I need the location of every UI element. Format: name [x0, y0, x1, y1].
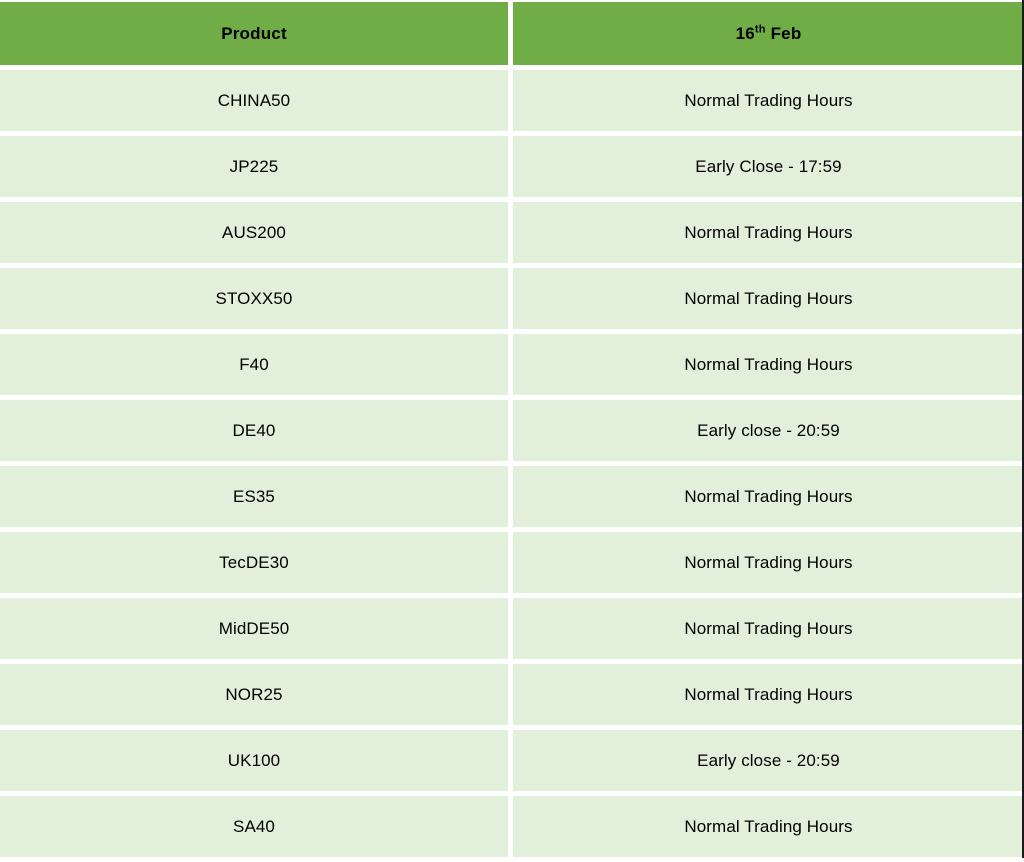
column-header-date-ordinal: th: [754, 22, 766, 35]
table-row: CHINA50 Normal Trading Hours: [0, 70, 1024, 131]
table-row: JP225 Early Close - 17:59: [0, 136, 1024, 197]
cell-product: JP225: [0, 136, 508, 197]
table-row: UK100 Early close - 20:59: [0, 730, 1024, 791]
column-header-date-number: 16: [735, 23, 755, 43]
cell-product: TecDE30: [0, 532, 508, 593]
cell-status: Normal Trading Hours: [513, 268, 1024, 329]
table-row: AUS200 Normal Trading Hours: [0, 202, 1024, 263]
cell-product: F40: [0, 334, 508, 395]
cell-product: AUS200: [0, 202, 508, 263]
cell-product: STOXX50: [0, 268, 508, 329]
table-header-row: Product 16th Feb: [0, 2, 1024, 65]
cell-status: Normal Trading Hours: [513, 466, 1024, 527]
table-row: TecDE30 Normal Trading Hours: [0, 532, 1024, 593]
cell-status: Early close - 20:59: [513, 400, 1024, 461]
cell-status: Normal Trading Hours: [513, 532, 1024, 593]
table-row: F40 Normal Trading Hours: [0, 334, 1024, 395]
cell-status: Early close - 20:59: [513, 730, 1024, 791]
cell-status: Normal Trading Hours: [513, 664, 1024, 725]
table-row: STOXX50 Normal Trading Hours: [0, 268, 1024, 329]
cell-status: Normal Trading Hours: [513, 202, 1024, 263]
table-row: DE40 Early close - 20:59: [0, 400, 1024, 461]
column-header-date: 16th Feb: [513, 2, 1024, 65]
cell-status: Normal Trading Hours: [513, 70, 1024, 131]
cell-product: DE40: [0, 400, 508, 461]
cell-status: Normal Trading Hours: [513, 334, 1024, 395]
cell-status: Normal Trading Hours: [513, 598, 1024, 659]
table-header: Product 16th Feb: [0, 2, 1024, 65]
table-row: SA40 Normal Trading Hours: [0, 796, 1024, 857]
cell-product: MidDE50: [0, 598, 508, 659]
cell-status: Early Close - 17:59: [513, 136, 1024, 197]
right-edge-rule: [1022, 0, 1024, 858]
column-header-product: Product: [0, 2, 508, 65]
table-row: MidDE50 Normal Trading Hours: [0, 598, 1024, 659]
cell-product: NOR25: [0, 664, 508, 725]
cell-product: CHINA50: [0, 70, 508, 131]
cell-product: SA40: [0, 796, 508, 857]
column-header-date-month: Feb: [765, 23, 802, 43]
cell-status: Normal Trading Hours: [513, 796, 1024, 857]
table-body: CHINA50 Normal Trading Hours JP225 Early…: [0, 70, 1024, 857]
table-row: NOR25 Normal Trading Hours: [0, 664, 1024, 725]
table-row: ES35 Normal Trading Hours: [0, 466, 1024, 527]
cell-product: ES35: [0, 466, 508, 527]
cell-product: UK100: [0, 730, 508, 791]
